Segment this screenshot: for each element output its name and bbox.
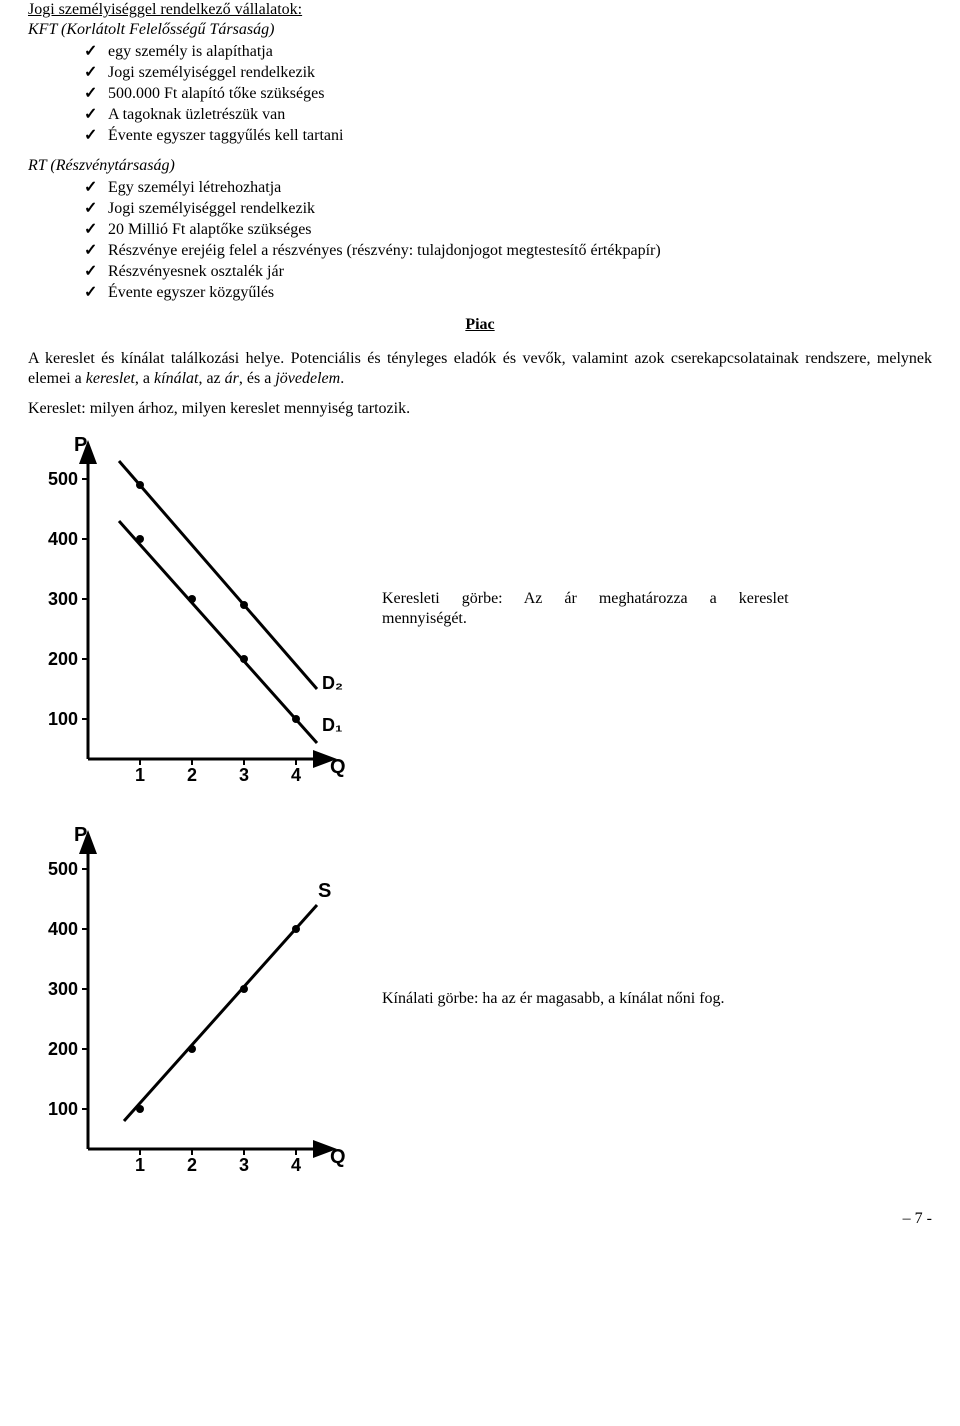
list-item: Jogi személyiséggel rendelkezik — [84, 63, 932, 83]
rt-list: Egy személyi létrehozhatja Jogi személyi… — [84, 178, 932, 303]
x-axis-label: Q — [330, 1146, 346, 1168]
x-tick: 2 — [187, 1155, 197, 1175]
caption-line: Keresleti görbe: Az ár meghatározza a ke… — [382, 590, 789, 607]
page-number: – 7 - — [28, 1209, 932, 1229]
list-item: 20 Millió Ft alaptőke szükséges — [84, 220, 932, 240]
series-label: D₂ — [322, 673, 343, 693]
text-run: , a — [135, 370, 154, 387]
series-d1 — [119, 521, 317, 743]
list-item: Részvényesnek osztalék jár — [84, 262, 932, 282]
supply-chart: P Q 500 400 300 200 100 1 2 3 4 — [28, 819, 358, 1179]
piac-title: Piac — [28, 315, 932, 335]
piac-para-2: Kereslet: milyen árhoz, milyen kereslet … — [28, 399, 932, 419]
text-run-italic: jövedelem — [275, 370, 340, 387]
y-axis-label: P — [74, 434, 87, 456]
x-tick: 2 — [187, 765, 197, 785]
company-types-section: Jogi személyiséggel rendelkező vállalato… — [28, 0, 932, 303]
list-item: 500.000 Ft alapító tőke szükséges — [84, 84, 932, 104]
section-heading: Jogi személyiséggel rendelkező vállalato… — [28, 0, 932, 20]
y-tick: 200 — [48, 649, 78, 669]
kft-title: KFT (Korlátolt Felelősségű Társaság) — [28, 20, 932, 40]
y-tick: 300 — [48, 589, 78, 609]
x-tick: 3 — [239, 765, 249, 785]
text-run: , és a — [239, 370, 275, 387]
y-tick: 100 — [48, 709, 78, 729]
series-label: D₁ — [322, 715, 342, 735]
text-run-italic: kínálat — [154, 370, 198, 387]
y-axis-label: P — [74, 824, 87, 846]
x-tick: 1 — [135, 1155, 145, 1175]
y-tick: 500 — [48, 469, 78, 489]
rt-list-wrap: Egy személyi létrehozhatja Jogi személyi… — [28, 178, 932, 303]
supply-caption: Kínálati görbe: ha az ér magasabb, a kín… — [358, 989, 932, 1009]
piac-para-1: A kereslet és kínálat találkozási helye.… — [28, 349, 932, 389]
series-s — [124, 905, 317, 1121]
x-axis-label: Q — [330, 756, 346, 778]
series-d2 — [119, 461, 317, 689]
caption-line: mennyiségét. — [382, 610, 467, 627]
text-run-italic: ár — [225, 370, 239, 387]
list-item: egy személy is alapíthatja — [84, 42, 932, 62]
kft-list-wrap: egy személy is alapíthatja Jogi személyi… — [28, 42, 932, 146]
list-item: A tagoknak üzletrészük van — [84, 105, 932, 125]
demand-chart: P Q 500 400 300 200 100 1 2 3 4 — [28, 429, 358, 789]
y-tick: 100 — [48, 1099, 78, 1119]
list-item: Évente egyszer taggyűlés kell tartani — [84, 126, 932, 146]
text-run-italic: kereslet — [86, 370, 135, 387]
list-item: Egy személyi létrehozhatja — [84, 178, 932, 198]
kft-list: egy személy is alapíthatja Jogi személyi… — [84, 42, 932, 146]
list-item: Jogi személyiséggel rendelkezik — [84, 199, 932, 219]
y-tick: 400 — [48, 529, 78, 549]
demand-caption: Keresleti görbe: Az ár meghatározza a ke… — [358, 589, 932, 629]
y-tick: 200 — [48, 1039, 78, 1059]
supply-chart-row: P Q 500 400 300 200 100 1 2 3 4 — [28, 819, 932, 1179]
text-run: . — [340, 370, 344, 387]
series-label: S — [318, 880, 331, 902]
list-item: Évente egyszer közgyűlés — [84, 283, 932, 303]
demand-chart-row: P Q 500 400 300 200 100 1 2 3 4 — [28, 429, 932, 789]
list-item: Részvénye erejéig felel a részvényes (ré… — [84, 241, 932, 261]
x-tick: 3 — [239, 1155, 249, 1175]
y-tick: 300 — [48, 979, 78, 999]
x-tick: 4 — [291, 1155, 301, 1175]
x-tick: 1 — [135, 765, 145, 785]
y-tick: 400 — [48, 919, 78, 939]
x-tick: 4 — [291, 765, 301, 785]
y-tick: 500 — [48, 859, 78, 879]
rt-title: RT (Részvénytársaság) — [28, 156, 932, 176]
text-run: , az — [198, 370, 224, 387]
